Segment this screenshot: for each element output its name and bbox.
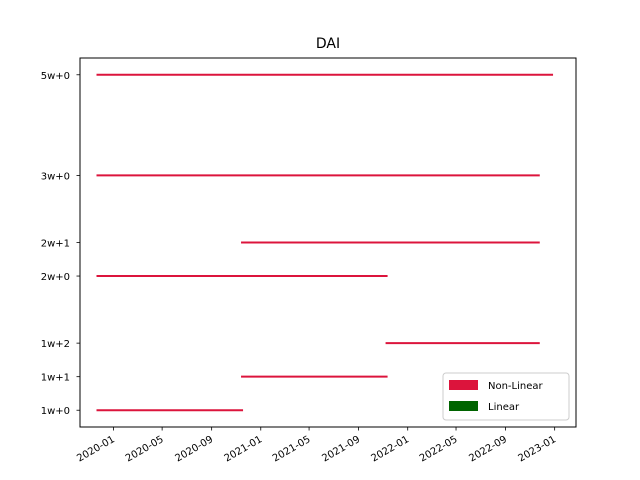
series-layer bbox=[96, 73, 554, 412]
y-tick-label: 1w+0 bbox=[41, 406, 70, 417]
y-tick-label: 3w+0 bbox=[41, 171, 70, 182]
legend: Non-Linear Linear bbox=[442, 372, 570, 421]
legend-swatch bbox=[449, 401, 478, 411]
legend-label: Linear bbox=[488, 402, 520, 413]
y-axis: 1w+0 1w+1 1w+2 2w+0 2w+1 3w+0 5w+0 bbox=[41, 71, 80, 417]
y-tick-label: 2w+0 bbox=[41, 272, 70, 283]
y-tick-label: 1w+2 bbox=[41, 339, 70, 350]
y-tick-label: 2w+1 bbox=[41, 239, 70, 250]
legend-swatch bbox=[449, 380, 478, 390]
legend-label: Non-Linear bbox=[488, 381, 544, 392]
y-tick-label: 5w+0 bbox=[41, 71, 70, 82]
chart-title: DAI bbox=[316, 36, 340, 52]
y-tick-label: 1w+1 bbox=[41, 373, 70, 384]
